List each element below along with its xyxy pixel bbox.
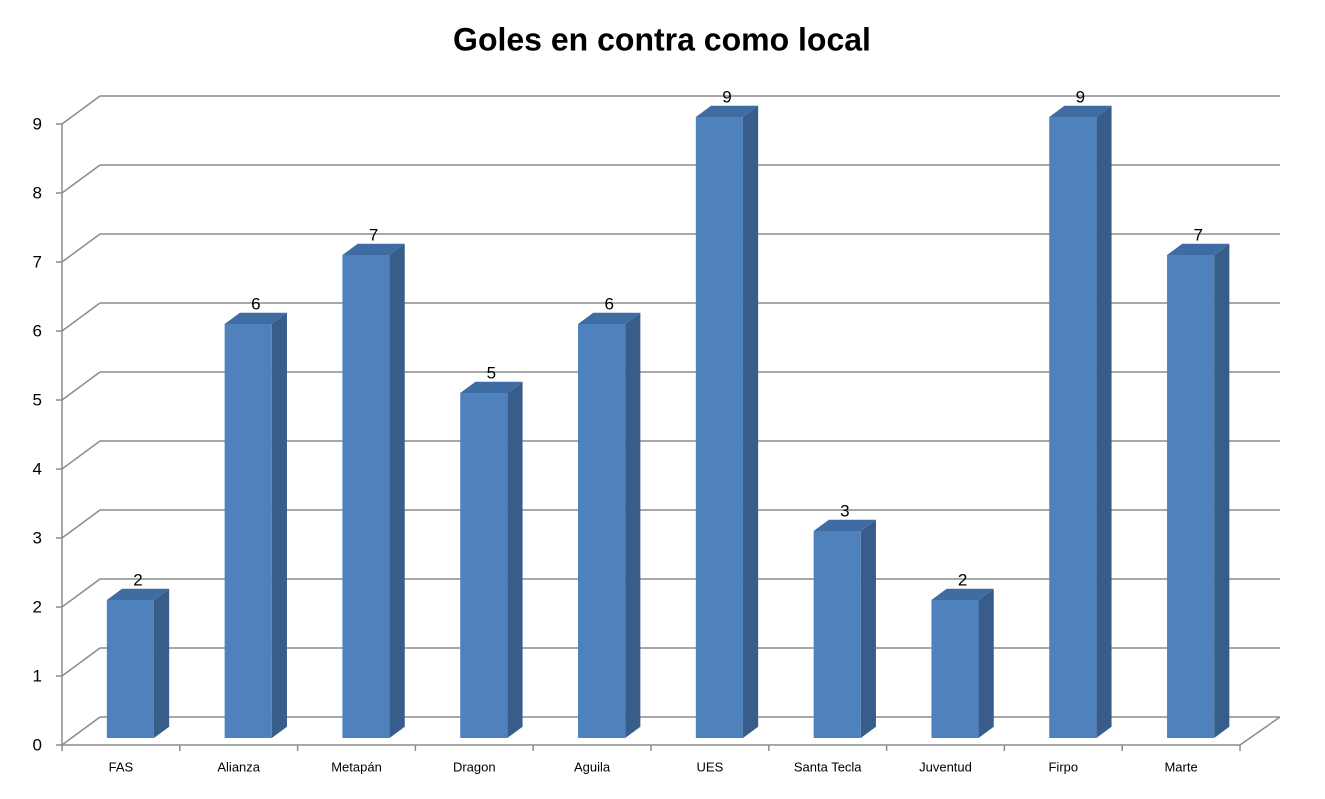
grid-line	[61, 164, 101, 194]
bar	[813, 531, 861, 738]
y-tick-label: 3	[33, 528, 42, 547]
x-tick-label: Metapán	[331, 759, 382, 774]
bar-side	[271, 312, 287, 738]
axis-line	[1239, 716, 1281, 746]
bar	[695, 117, 743, 738]
grid-line	[61, 509, 101, 539]
y-tick-label: 2	[33, 597, 42, 616]
bar	[342, 255, 390, 738]
y-tick-label: 8	[33, 183, 42, 202]
value-label: 9	[1076, 87, 1085, 106]
bar-top	[460, 381, 523, 393]
x-tick-label: Santa Tecla	[794, 759, 862, 774]
y-tick-label: 6	[33, 321, 42, 340]
value-label: 7	[1193, 225, 1202, 244]
value-label: 9	[722, 87, 731, 106]
y-tick-label: 9	[33, 114, 42, 133]
grid-line	[61, 578, 101, 608]
bar	[578, 324, 626, 738]
bar	[931, 600, 979, 738]
bar-side	[860, 519, 876, 738]
grid-line	[61, 302, 101, 332]
value-label: 5	[487, 363, 496, 382]
bar	[106, 600, 154, 738]
bar-side	[389, 243, 405, 739]
x-tick-label: Juventud	[919, 759, 972, 774]
bar-top	[578, 312, 641, 324]
y-tick-label: 0	[33, 735, 42, 754]
chart-title: Goles en contra como local	[453, 21, 871, 57]
bar-side	[978, 588, 994, 738]
x-tick-label: Alianza	[217, 759, 260, 774]
bar-top	[695, 105, 759, 117]
x-tick-label: Marte	[1164, 759, 1197, 774]
bar-side	[625, 312, 641, 738]
value-label: 6	[251, 294, 260, 313]
x-tick-label: Firpo	[1048, 759, 1078, 774]
grid-line	[61, 647, 101, 677]
value-label: 2	[133, 570, 142, 589]
y-tick-label: 4	[33, 459, 42, 478]
grid-line	[61, 95, 101, 125]
value-label: 3	[840, 501, 849, 520]
bar-side	[507, 381, 523, 738]
bar-side	[1214, 243, 1230, 739]
bar	[460, 393, 508, 738]
grid-line	[61, 371, 101, 401]
bar-top	[1049, 105, 1112, 117]
bar-top	[813, 519, 876, 531]
y-tick-label: 5	[33, 390, 42, 409]
x-tick-label: Dragon	[453, 759, 496, 774]
value-label: 7	[369, 225, 378, 244]
grid-line	[61, 716, 101, 746]
bar	[1049, 117, 1097, 738]
bar-top	[224, 312, 287, 324]
bar-side	[1096, 105, 1112, 739]
y-tick-label: 7	[33, 252, 42, 271]
x-tick-label: FAS	[109, 759, 134, 774]
bar-side	[742, 105, 759, 739]
grid-line	[61, 233, 101, 263]
bar-top	[106, 588, 170, 600]
y-tick-label: 1	[33, 666, 42, 685]
bar-top	[342, 243, 405, 255]
bar-top	[931, 588, 994, 600]
x-tick-label: Aguila	[574, 759, 611, 774]
x-tick-label: UES	[697, 759, 724, 774]
bar-side	[153, 588, 170, 738]
value-label: 2	[958, 570, 967, 589]
grid-line	[61, 440, 101, 470]
value-label: 6	[604, 294, 613, 313]
bar	[1167, 255, 1215, 738]
bar	[224, 324, 272, 738]
bar-top	[1167, 243, 1230, 255]
